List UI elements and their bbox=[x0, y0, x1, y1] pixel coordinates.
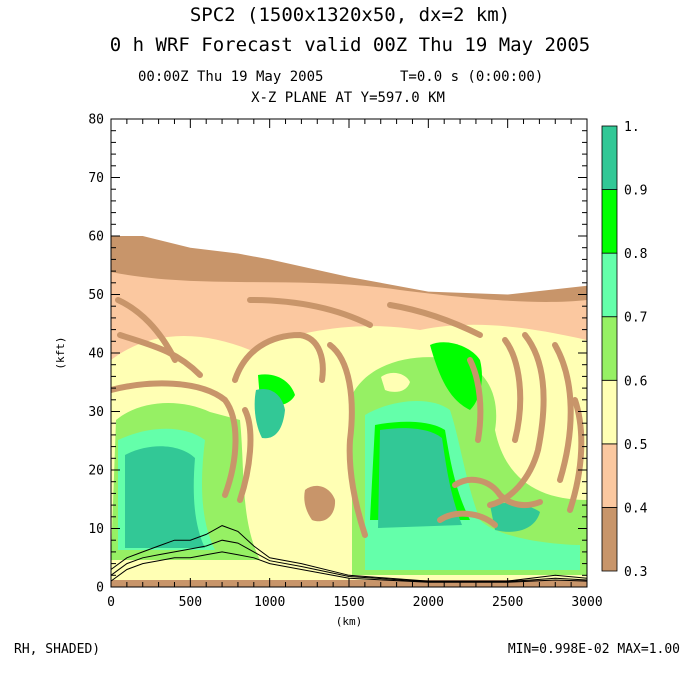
terrain-contour-2 bbox=[111, 539, 587, 583]
colorbar-swatch bbox=[601, 125, 618, 190]
colorbar-label: 1. bbox=[624, 120, 640, 135]
terrain-contour-3 bbox=[111, 551, 587, 583]
y-tick-label: 10 bbox=[88, 522, 104, 537]
colorbar-label: 0.7 bbox=[624, 311, 647, 326]
rh-band-03-04 bbox=[304, 485, 336, 522]
rh-colorbar: 0.3 0.4 0.5 0.6 0.7 0.8 0.9 1. bbox=[601, 120, 648, 580]
y-tick-label: 50 bbox=[88, 288, 104, 303]
y-tick-label: 30 bbox=[88, 405, 104, 420]
x-tick-label: 0 bbox=[107, 595, 115, 610]
x-tick-label: 1500 bbox=[333, 595, 364, 610]
terrain-contour-lines bbox=[111, 525, 587, 583]
colorbar-swatch bbox=[601, 443, 618, 508]
y-axis-title: (kft) bbox=[54, 336, 67, 369]
colorbar-swatch bbox=[601, 379, 618, 445]
x-tick-label: 2500 bbox=[492, 595, 523, 610]
y-axis: 0 10 20 30 40 50 60 70 80 bbox=[88, 113, 587, 596]
rh-band-05-06 bbox=[381, 372, 410, 392]
rh-band-09-10 bbox=[378, 428, 462, 528]
cross-section-plane-label: X-Z PLANE AT Y=597.0 KM bbox=[251, 90, 445, 106]
rh-shaded-field bbox=[111, 236, 587, 587]
y-tick-label: 0 bbox=[96, 581, 104, 596]
x-axis-title: (km) bbox=[336, 615, 363, 628]
colorbar-label: 0.9 bbox=[624, 184, 647, 199]
colorbar-swatch bbox=[601, 189, 618, 254]
x-axis: 0 500 1000 1500 2000 2500 3000 bbox=[107, 119, 603, 610]
colorbar-label: 0.8 bbox=[624, 247, 647, 262]
colorbar-swatch bbox=[601, 316, 618, 381]
min-max-summary: MIN=0.998E-02 MAX=1.00 bbox=[507, 642, 680, 657]
valid-time-label: 00:00Z Thu 19 May 2005 bbox=[138, 69, 324, 85]
rh-streaks bbox=[111, 297, 585, 538]
chart-subtitle: 0 h WRF Forecast valid 00Z Thu 19 May 20… bbox=[109, 34, 591, 56]
rh-band-09-10 bbox=[254, 388, 285, 439]
x-tick-label: 500 bbox=[179, 595, 202, 610]
x-tick-label: 2000 bbox=[413, 595, 444, 610]
colorbar-label: 0.6 bbox=[624, 374, 647, 389]
colorbar-label: 0.4 bbox=[624, 501, 648, 516]
rh-band-09-10 bbox=[490, 502, 540, 532]
colorbar-swatch bbox=[601, 252, 618, 318]
colorbar-swatch bbox=[601, 507, 618, 572]
field-description: RH, SHADED) bbox=[14, 642, 101, 657]
y-tick-label: 60 bbox=[88, 230, 104, 245]
rh-band-09-10 bbox=[125, 446, 205, 548]
y-tick-label: 70 bbox=[88, 171, 104, 186]
colorbar-label: 0.3 bbox=[624, 565, 647, 580]
y-tick-label: 40 bbox=[88, 347, 104, 362]
x-tick-label: 1000 bbox=[254, 595, 285, 610]
colorbar-label: 0.5 bbox=[624, 438, 647, 453]
terrain-contour-1 bbox=[111, 525, 587, 582]
y-tick-label: 20 bbox=[88, 464, 104, 479]
y-tick-label: 80 bbox=[88, 113, 104, 128]
chart-title: SPC2 (1500x1320x50, dx=2 km) bbox=[189, 4, 511, 26]
x-tick-label: 3000 bbox=[571, 595, 602, 610]
timestep-label: T=0.0 s (0:00:00) bbox=[400, 69, 544, 85]
